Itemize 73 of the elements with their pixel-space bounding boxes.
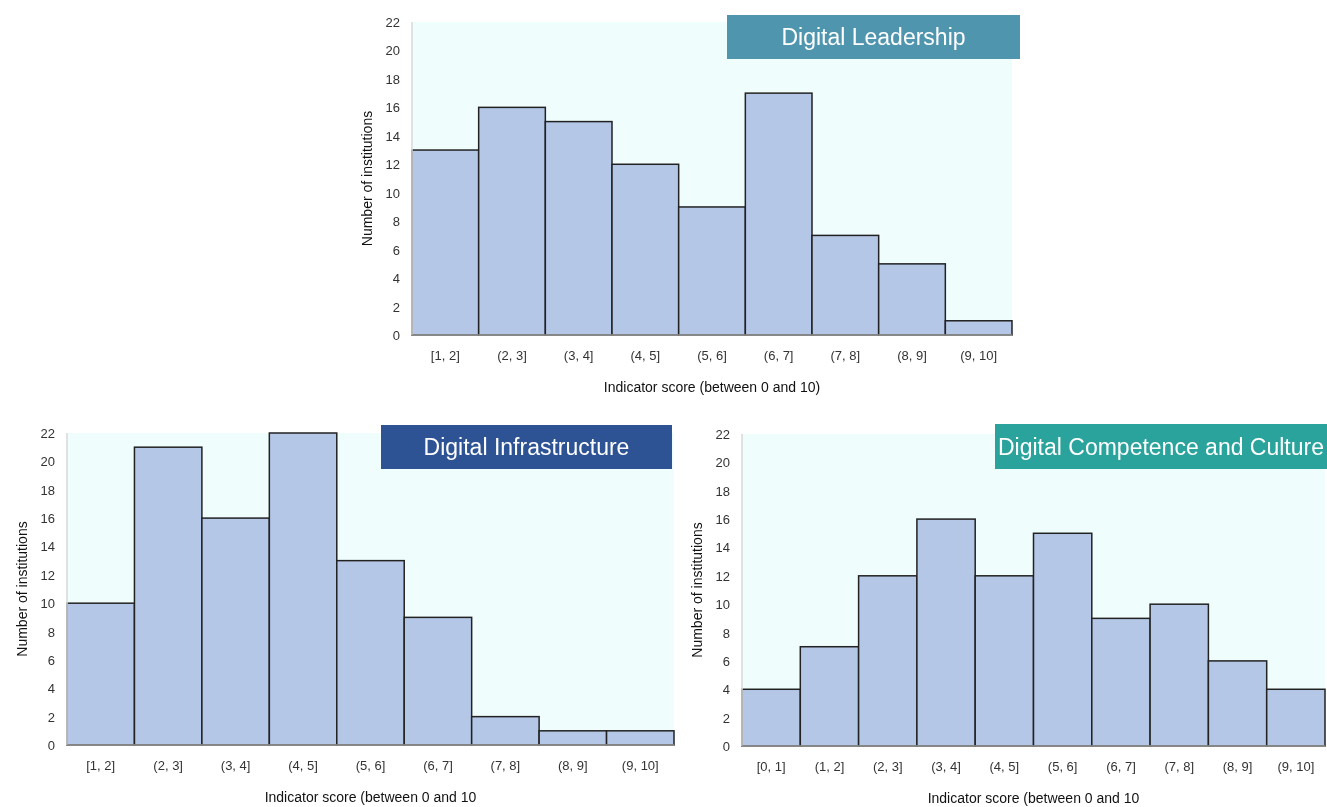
x-axis-title: Indicator score (between 0 and 10 <box>927 790 1140 806</box>
chart-title: Digital Infrastructure <box>423 434 630 460</box>
chart-title: Digital Leadership <box>781 24 966 50</box>
y-tick-label: 18 <box>40 482 55 498</box>
x-tick-label: (5, 6] <box>697 348 727 363</box>
x-tick-label: (4, 5] <box>630 348 661 363</box>
x-tick-label: (1, 2] <box>814 759 845 774</box>
x-tick-label: (3, 4] <box>931 759 961 774</box>
y-tick-label: 16 <box>385 100 400 116</box>
x-axis-title: Indicator score (between 0 and 10) <box>603 379 821 395</box>
y-tick-label: 4 <box>722 682 730 698</box>
y-tick-label: 8 <box>47 624 55 640</box>
x-tick-label: (7, 8] <box>830 348 861 363</box>
y-tick-label: 18 <box>715 483 730 499</box>
y-tick-label: 22 <box>715 427 730 442</box>
y-tick-label: 12 <box>715 568 730 584</box>
chart-title: Digital Competence and Culture <box>997 433 1325 460</box>
y-tick-label: 22 <box>40 426 55 441</box>
y-tick-label: 10 <box>40 596 55 612</box>
y-tick-label: 6 <box>722 653 730 669</box>
y-tick-label: 6 <box>47 652 55 668</box>
y-tick-label: 20 <box>715 455 730 471</box>
y-tick-label: 20 <box>40 454 55 470</box>
x-tick-label: (8, 9] <box>558 758 588 773</box>
x-tick-label: (8, 9] <box>1222 759 1253 774</box>
y-tick-label: 4 <box>47 681 55 697</box>
y-tick-label: 20 <box>385 43 400 59</box>
x-tick-label: (9, 10] <box>621 758 659 773</box>
y-tick-label: 4 <box>392 271 400 287</box>
y-tick-label: 2 <box>392 299 400 315</box>
x-axis-title: Indicator score (between 0 and 10 <box>264 789 477 805</box>
x-tick-label: (4, 5] <box>288 758 318 773</box>
x-tick-label: (3, 4] <box>563 348 594 363</box>
y-tick-label: 8 <box>722 625 730 641</box>
y-axis-title: Number of institutions <box>689 522 705 658</box>
y-tick-label: 0 <box>722 739 730 754</box>
y-tick-label: 2 <box>722 710 730 726</box>
y-tick-label: 16 <box>40 511 55 527</box>
x-tick-label: (8, 9] <box>897 348 927 363</box>
x-tick-label: (6, 7] <box>1106 759 1136 774</box>
x-tick-label: (4, 5] <box>989 759 1020 774</box>
y-tick-label: 0 <box>392 328 400 343</box>
y-tick-label: 14 <box>715 540 730 556</box>
x-tick-label: (5, 6] <box>1047 759 1078 774</box>
x-tick-label: (7, 8] <box>490 758 521 773</box>
y-tick-label: 0 <box>47 738 55 753</box>
x-tick-label: (6, 7] <box>763 348 794 363</box>
x-tick-label: (5, 6] <box>355 758 386 773</box>
x-tick-label: [1, 2] <box>430 348 460 363</box>
x-tick-label: [1, 2] <box>86 758 116 773</box>
y-axis-title: Number of institutions <box>359 110 375 247</box>
y-tick-label: 2 <box>47 709 55 725</box>
x-tick-label: (2, 3] <box>497 348 527 363</box>
x-tick-label: [0, 1] <box>756 759 786 774</box>
x-tick-label: (2, 3] <box>153 758 183 773</box>
y-tick-label: 10 <box>715 597 730 613</box>
y-tick-label: 16 <box>715 512 730 528</box>
x-tick-label: (7, 8] <box>1164 759 1195 774</box>
x-tick-label: (2, 3] <box>872 759 903 774</box>
y-tick-label: 6 <box>392 242 400 258</box>
x-tick-label: (6, 7] <box>423 758 453 773</box>
y-tick-label: 22 <box>385 15 400 30</box>
y-tick-label: 14 <box>385 128 400 144</box>
y-tick-label: 10 <box>385 185 400 201</box>
y-tick-label: 12 <box>40 567 55 583</box>
y-tick-label: 14 <box>40 539 55 555</box>
x-tick-label: (9, 10] <box>1277 759 1315 774</box>
y-tick-label: 12 <box>385 157 400 173</box>
x-tick-label: (9, 10] <box>960 348 998 363</box>
y-tick-label: 8 <box>392 214 400 230</box>
y-axis-title: Number of institutions <box>14 521 30 657</box>
x-tick-label: (3, 4] <box>220 758 251 773</box>
y-tick-label: 18 <box>385 71 400 87</box>
